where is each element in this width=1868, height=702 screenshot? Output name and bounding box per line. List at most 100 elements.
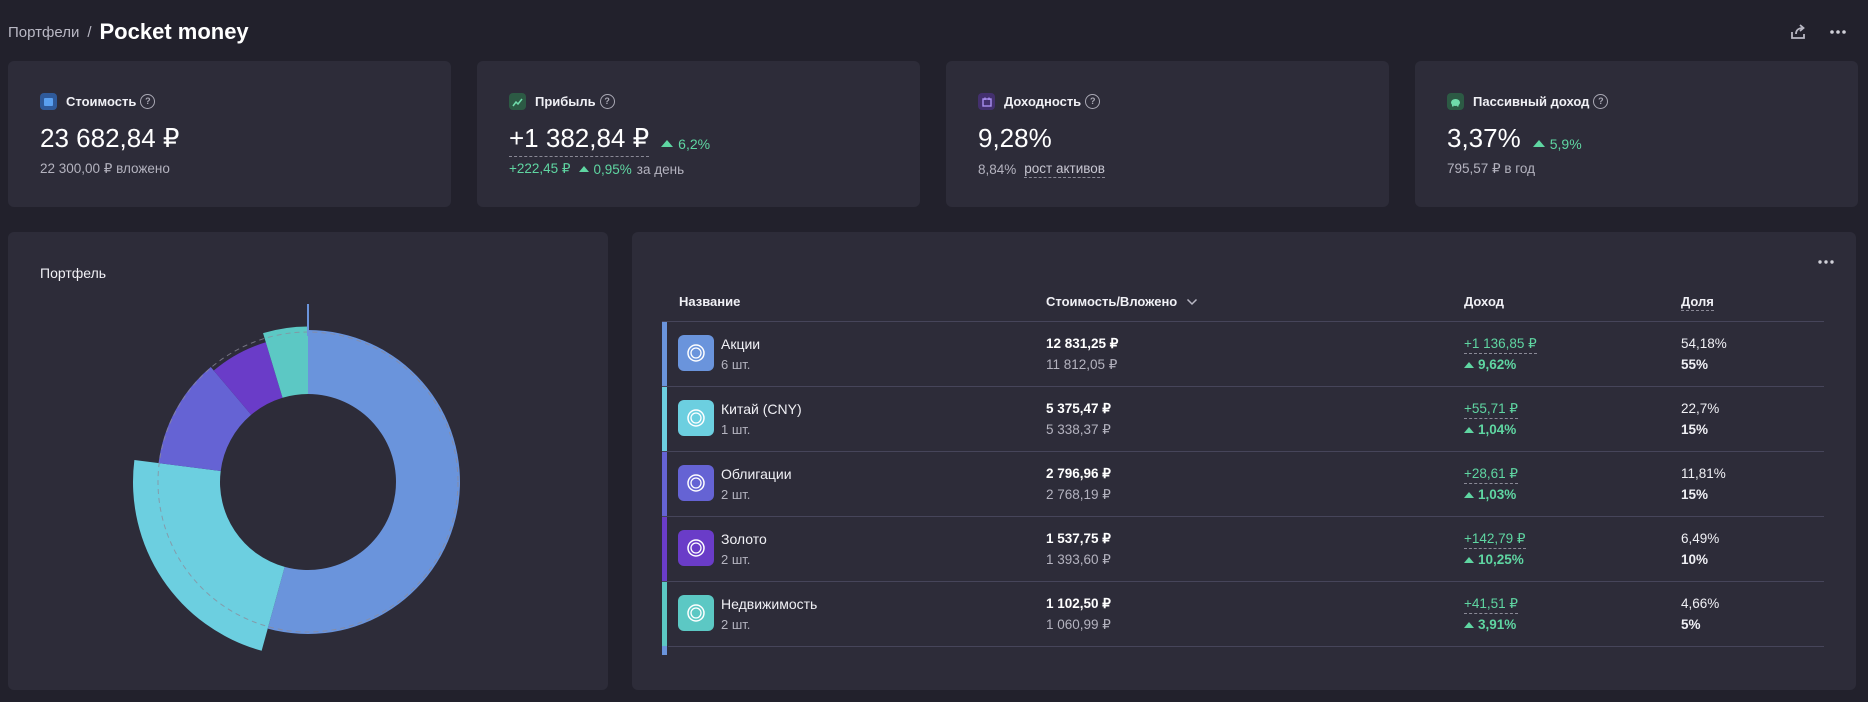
arrow-up-icon: [1464, 556, 1474, 563]
row-color-bar: [662, 452, 667, 516]
donut-slice[interactable]: [133, 460, 285, 651]
column-header-share[interactable]: Доля: [1681, 294, 1714, 311]
asset-income-pct: 9,62%: [1478, 357, 1517, 372]
table-row[interactable]: Акции 6 шт. 12 831,25 ₽ 11 812,05 ₽ +1 1…: [662, 322, 1824, 386]
table-row[interactable]: Облигации 2 шт. 2 796,96 ₽ 2 768,19 ₽ +2…: [662, 452, 1824, 516]
column-header-name[interactable]: Название: [679, 294, 741, 309]
divider: [662, 321, 1824, 322]
table-more-button[interactable]: [1812, 250, 1840, 274]
more-button[interactable]: [1824, 18, 1852, 46]
row-color-bar: [662, 582, 667, 646]
table-row[interactable]: Золото 2 шт. 1 537,75 ₽ 1 393,60 ₽ +142,…: [662, 517, 1824, 581]
asset-invested: 2 768,19 ₽: [1046, 487, 1111, 502]
asset-icon: [678, 400, 714, 436]
donut-slice[interactable]: [213, 342, 283, 415]
asset-value: 1 102,50 ₽: [1046, 596, 1111, 611]
stat-day-suffix: за день: [636, 161, 685, 177]
arrow-up-icon: [1464, 491, 1474, 498]
stat-label: Стоимость: [66, 94, 137, 109]
asset-income: +41,51 ₽: [1464, 596, 1519, 614]
asset-growth-link[interactable]: рост активов: [1024, 161, 1105, 178]
column-header-value-label: Стоимость/Вложено: [1046, 294, 1178, 309]
asset-invested: 11 812,05 ₽: [1046, 357, 1118, 372]
asset-value: 5 375,47 ₽: [1046, 401, 1111, 416]
assets-table-card: Название Стоимость/Вложено Доход Доля Ак…: [632, 232, 1856, 690]
column-header-income[interactable]: Доход: [1464, 294, 1504, 309]
stat-card-yield: Доходность ? 9,28% 8,84% рост активов: [946, 61, 1389, 207]
donut-slice[interactable]: [158, 366, 252, 471]
asset-income-pct: 3,91%: [1478, 617, 1517, 632]
asset-share: 6,49%: [1681, 531, 1720, 546]
asset-qty: 2 шт.: [721, 617, 751, 632]
stat-value[interactable]: +1 382,84 ₽: [509, 123, 650, 157]
arrow-up-icon: [661, 140, 674, 147]
asset-icon: [678, 335, 714, 371]
stat-card-passive-income: Пассивный доход ? 3,37% 5,9% 795,57 ₽ в …: [1415, 61, 1858, 207]
asset-share-target: 5%: [1681, 617, 1701, 632]
more-icon: [1818, 260, 1834, 264]
divider: [662, 451, 1824, 452]
stat-change: 5,9%: [1549, 135, 1582, 152]
stat-label: Доходность: [1004, 94, 1082, 109]
table-row[interactable]: Китай (CNY) 1 шт. 5 375,47 ₽ 5 338,37 ₽ …: [662, 387, 1824, 451]
asset-share: 4,66%: [1681, 596, 1720, 611]
donut-slice[interactable]: [267, 330, 460, 634]
asset-value: 1 537,75 ₽: [1046, 531, 1111, 546]
arrow-up-icon: [578, 166, 589, 172]
row-color-bar: [662, 646, 667, 655]
asset-share-target: 55%: [1681, 357, 1709, 372]
stat-label: Пассивный доход: [1473, 94, 1590, 109]
arrow-up-icon: [1464, 426, 1474, 433]
chart-line-icon: [509, 93, 526, 110]
asset-qty: 6 шт.: [721, 357, 751, 372]
asset-qty: 1 шт.: [721, 422, 751, 437]
asset-name: Золото: [721, 531, 767, 547]
asset-icon: [678, 530, 714, 566]
divider: [668, 646, 1824, 647]
portfolio-donut-chart: [133, 304, 460, 651]
arrow-up-icon: [1464, 361, 1474, 368]
breadcrumb-separator: /: [87, 23, 92, 41]
wallet-icon: [40, 93, 57, 110]
asset-share-target: 15%: [1681, 422, 1709, 437]
row-color-bar: [662, 387, 667, 451]
help-icon[interactable]: ?: [140, 94, 156, 109]
arrow-up-icon: [1464, 621, 1474, 628]
divider: [662, 386, 1824, 387]
asset-icon: [678, 595, 714, 631]
asset-income-pct: 10,25%: [1478, 552, 1524, 567]
page-title: Pocket money: [99, 19, 249, 44]
asset-name: Китай (CNY): [721, 401, 802, 417]
row-color-bar: [662, 322, 667, 386]
asset-share-target: 15%: [1681, 487, 1709, 502]
help-icon[interactable]: ?: [1593, 94, 1609, 109]
asset-share: 54,18%: [1681, 336, 1727, 351]
donut-slice[interactable]: [263, 326, 308, 398]
divider: [662, 516, 1824, 517]
asset-invested: 1 393,60 ₽: [1046, 552, 1111, 567]
stat-day-value: +222,45 ₽: [509, 161, 571, 176]
help-icon[interactable]: ?: [1085, 94, 1101, 109]
stat-day-change: 0,95%: [593, 161, 632, 177]
asset-share-target: 10%: [1681, 552, 1709, 567]
asset-invested: 1 060,99 ₽: [1046, 617, 1111, 632]
table-row[interactable]: Недвижимость 2 шт. 1 102,50 ₽ 1 060,99 ₽…: [662, 582, 1824, 646]
help-icon[interactable]: ?: [599, 94, 615, 109]
asset-income: +28,61 ₽: [1464, 466, 1519, 484]
divider: [662, 581, 1824, 582]
asset-income: +55,71 ₽: [1464, 401, 1519, 419]
breadcrumb-portfolios[interactable]: Портфели: [8, 23, 80, 41]
column-header-value[interactable]: Стоимость/Вложено: [1046, 294, 1198, 309]
asset-income: +1 136,85 ₽: [1464, 336, 1537, 354]
stat-sub-value: 8,84%: [978, 162, 1017, 177]
row-color-bar: [662, 517, 667, 581]
asset-qty: 2 шт.: [721, 552, 751, 567]
portfolio-title: Портфель: [40, 265, 107, 281]
share-button[interactable]: [1784, 18, 1812, 46]
calendar-icon: [978, 93, 995, 110]
stat-change: 6,2%: [678, 135, 711, 152]
stat-value: 23 682,84 ₽: [40, 123, 180, 153]
chevron-down-icon: [1187, 298, 1198, 305]
asset-share: 22,7%: [1681, 401, 1720, 416]
asset-qty: 2 шт.: [721, 487, 751, 502]
